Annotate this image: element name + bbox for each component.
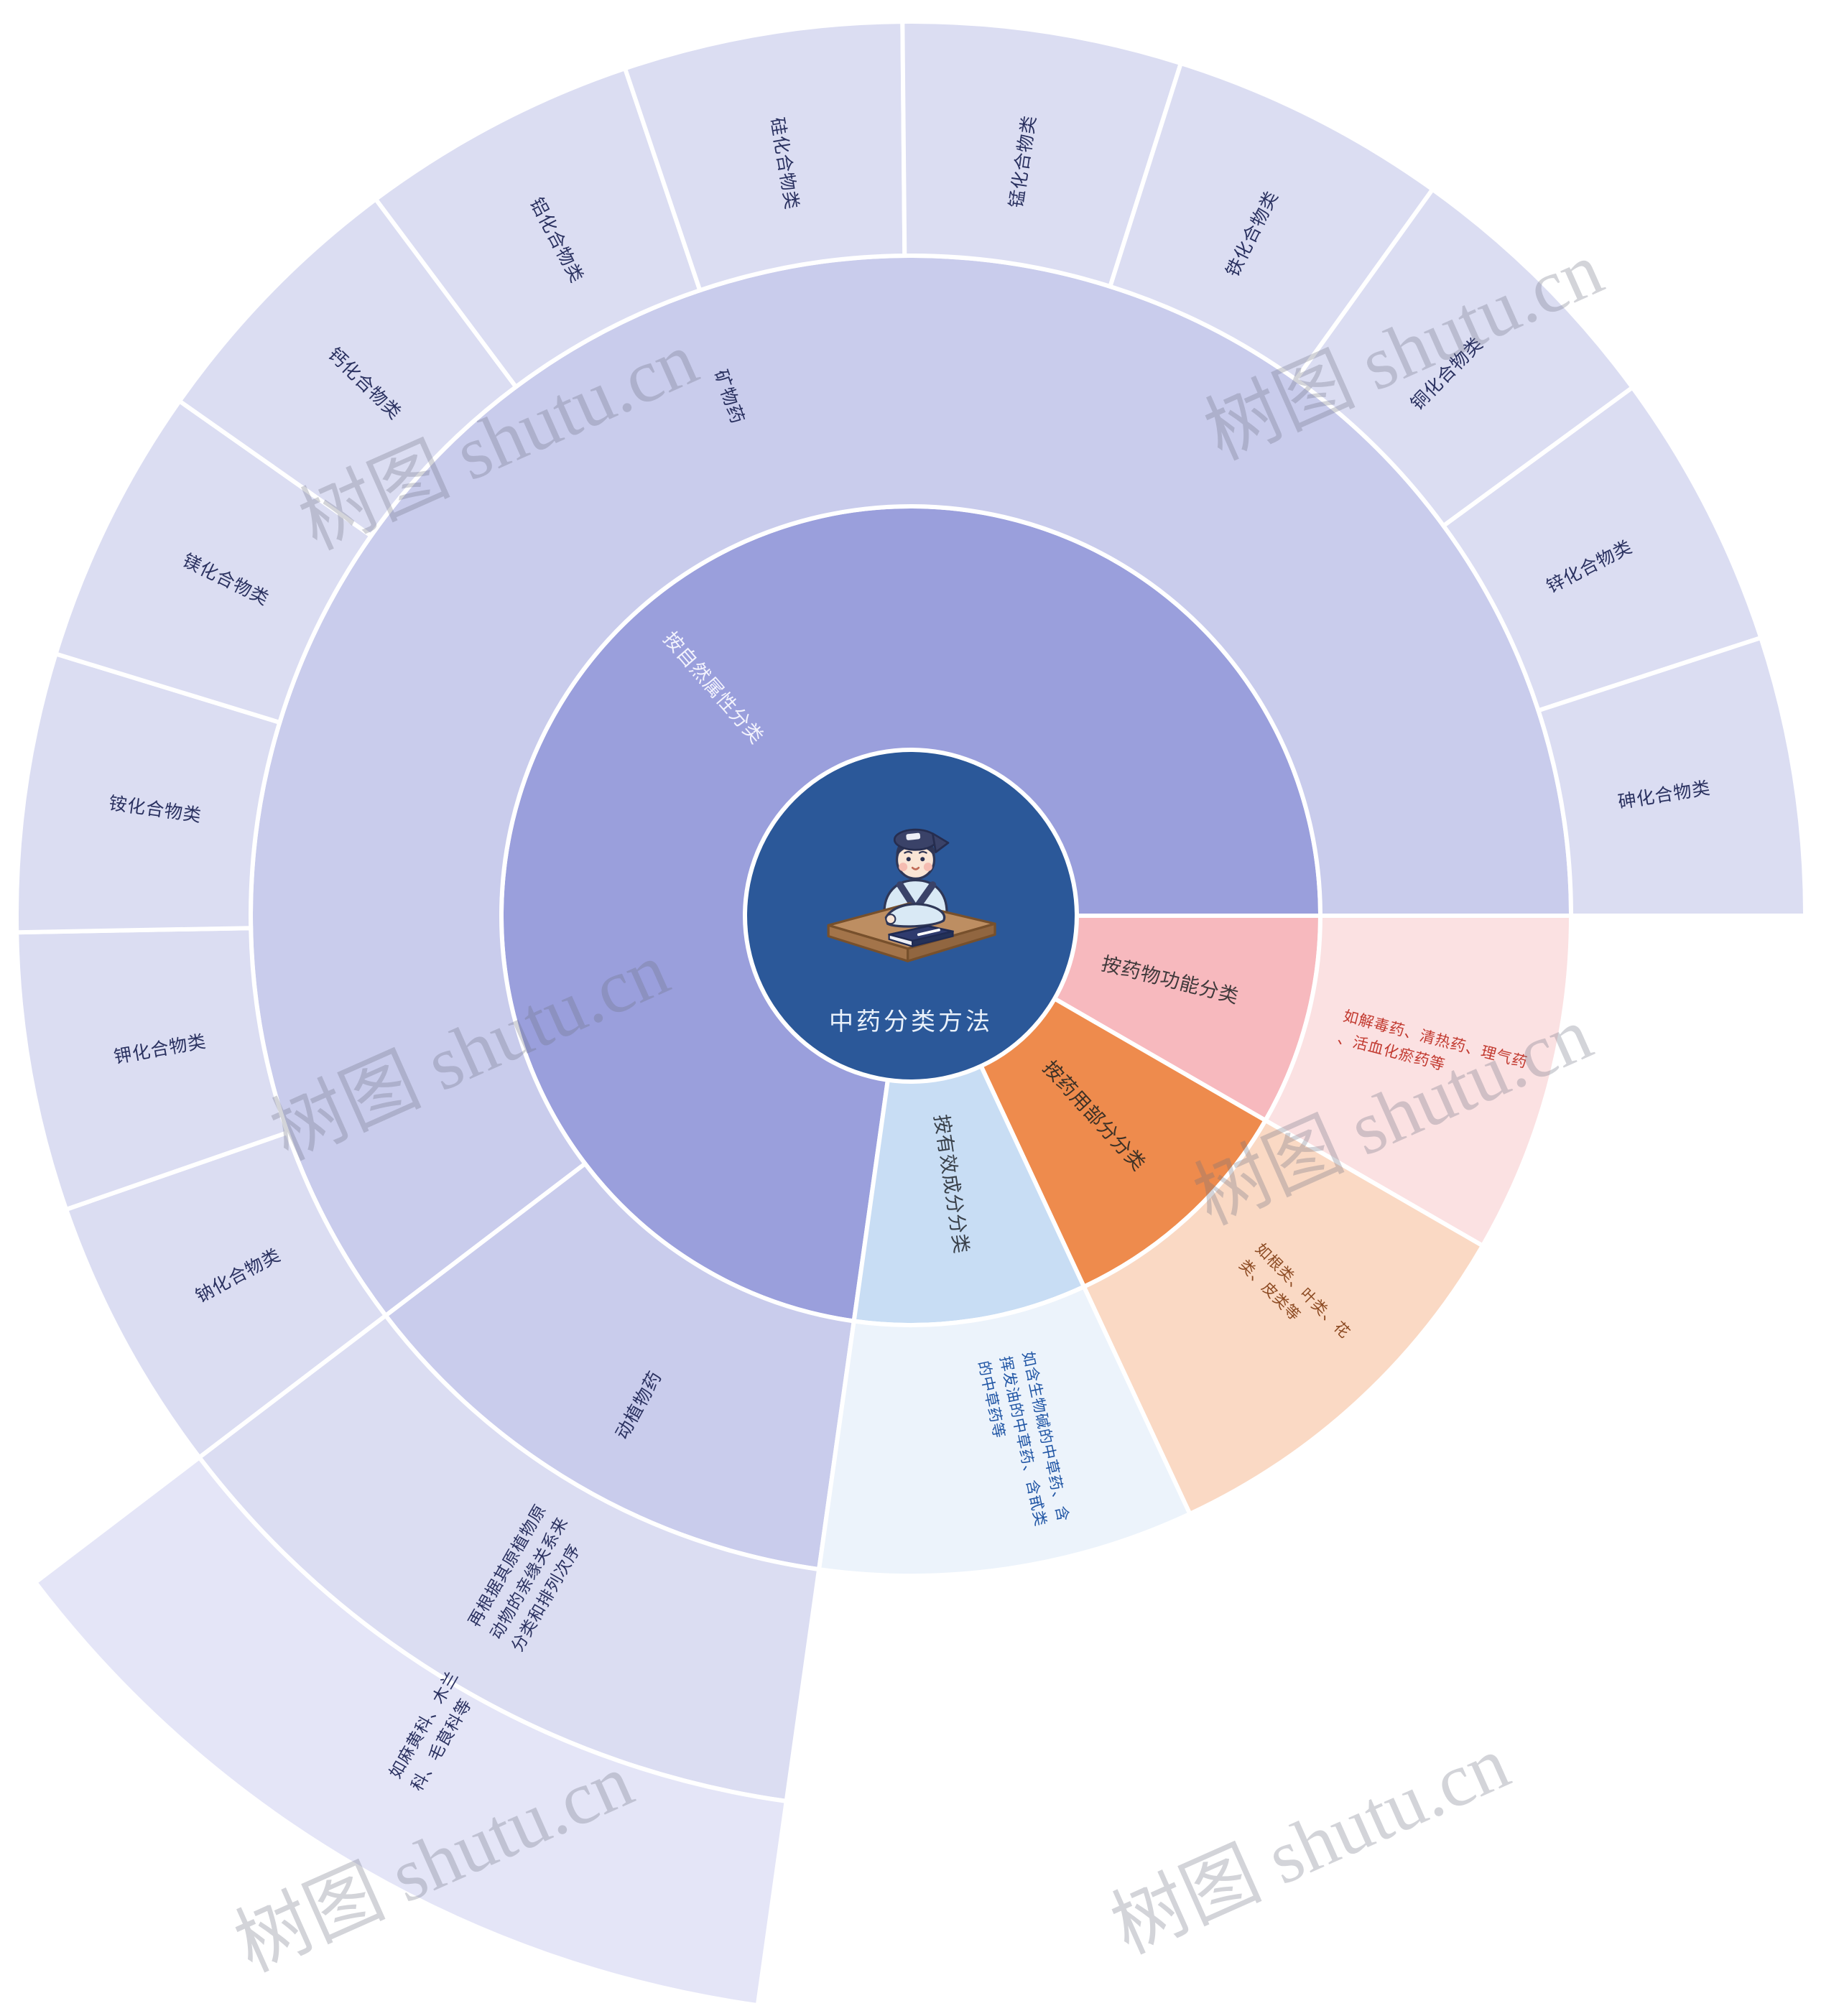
center-node[interactable]: 中药分类方法 <box>747 752 1075 1079</box>
center-title: 中药分类方法 <box>829 1008 993 1036</box>
sector-arsenic-compounds[interactable] <box>1535 635 1808 918</box>
sector-part-examples[interactable] <box>1080 1117 1486 1517</box>
sector-family-examples[interactable] <box>32 1454 789 2008</box>
scholar-at-desk-icon <box>827 828 996 962</box>
